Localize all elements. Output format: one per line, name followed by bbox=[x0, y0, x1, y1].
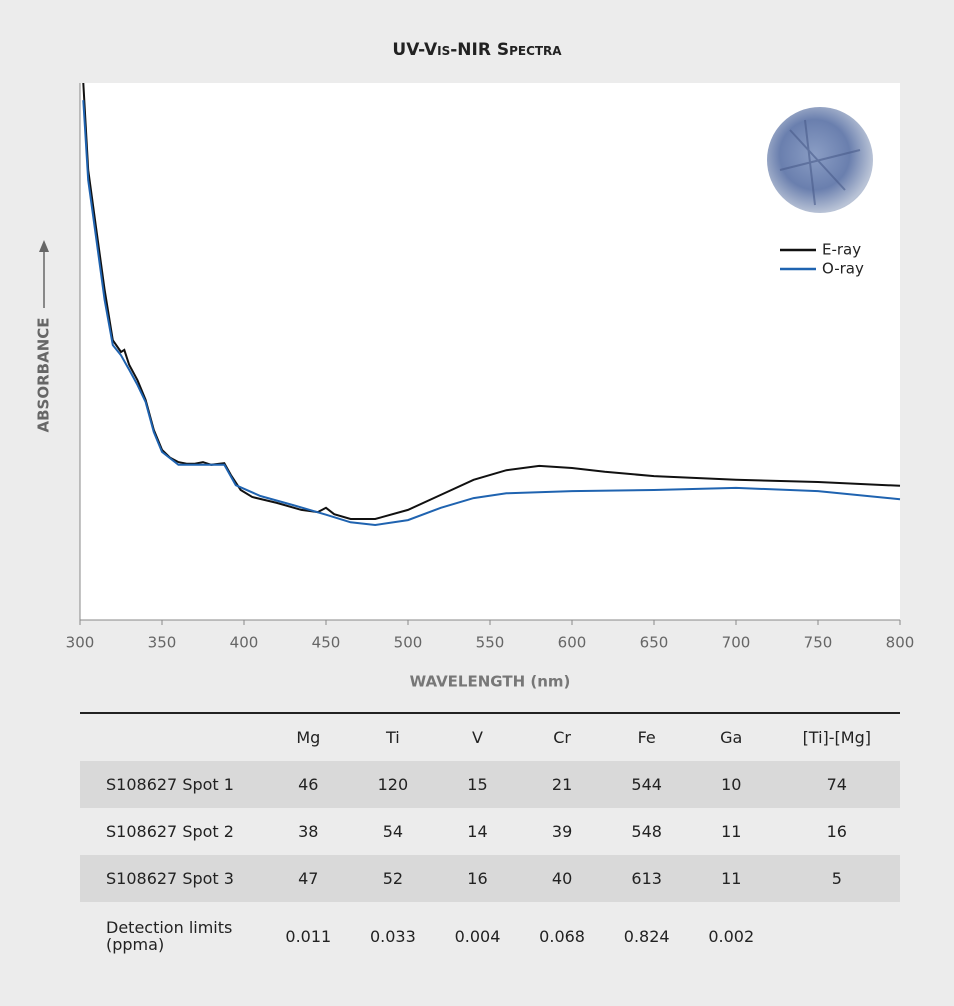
x-tick-label: 500 bbox=[394, 634, 423, 652]
table-cell: 613 bbox=[604, 855, 689, 902]
table-cell: 54 bbox=[382, 822, 404, 841]
y-axis-arrowhead bbox=[39, 240, 49, 252]
table-cell: 16 bbox=[826, 822, 847, 841]
x-tick-label: 350 bbox=[148, 634, 177, 652]
chart: UV-Vis-NIR Spectra ABSORBANCE WAVELENGTH… bbox=[35, 40, 915, 691]
table-row: Detection limits (ppma) 0.011 0.033 0.004 0.… bbox=[80, 902, 900, 970]
row-label: S108627 Spot 2 bbox=[106, 822, 234, 841]
column-header: Mg bbox=[296, 728, 321, 747]
table-row: S108627 Spot 3 47 52 16 40 613 11 5 bbox=[80, 855, 900, 902]
x-tick-label: 550 bbox=[476, 634, 505, 652]
row-label-cell: S108627 Spot 3 bbox=[80, 855, 266, 902]
table-cell: 544 bbox=[604, 761, 689, 808]
x-tick-label: 650 bbox=[640, 634, 669, 652]
table-cell: 14 bbox=[467, 822, 488, 841]
table-cell: 74 bbox=[773, 761, 900, 808]
row-label-cell: S108627 Spot 1 bbox=[80, 761, 266, 808]
header-row: Mg Ti V Cr Fe Ga [Ti]-[Mg] bbox=[80, 713, 900, 761]
table-cell: 0.011 bbox=[285, 926, 332, 946]
x-tick-label: 450 bbox=[312, 634, 341, 652]
table-cell: 5 bbox=[773, 855, 900, 902]
column-header: Ga bbox=[720, 728, 743, 747]
row-label-cell: Detection limits (ppma) bbox=[80, 902, 266, 970]
column-header: V bbox=[472, 728, 483, 747]
table-cell: 0.824 bbox=[623, 926, 670, 946]
legend-label: E-ray bbox=[822, 241, 861, 259]
x-tick-label: 750 bbox=[804, 634, 833, 652]
row-label: S108627 Spot 3 bbox=[106, 869, 234, 888]
column-header: Fe bbox=[637, 728, 656, 747]
column-header: Ti bbox=[386, 728, 400, 747]
table-cell: 21 bbox=[519, 761, 605, 808]
line-series bbox=[82, 100, 901, 527]
data-table: Mg Ti V Cr Fe Ga [Ti]-[Mg] S108627 Spot 1 46 120 1… bbox=[80, 712, 900, 970]
table-cell: 548 bbox=[631, 822, 662, 841]
x-axis-label: WAVELENGTH (nm) bbox=[410, 673, 571, 691]
x-tick-label: 300 bbox=[66, 634, 95, 652]
x-tick-label: 400 bbox=[230, 634, 259, 652]
x-tick-label: 800 bbox=[886, 634, 915, 652]
row-label-cell: S108627 Spot 2 bbox=[80, 808, 266, 855]
chart-title: UV-Vis-NIR Spectra bbox=[392, 40, 562, 60]
x-tick-label: 600 bbox=[558, 634, 587, 652]
column-header: Cr bbox=[553, 728, 571, 747]
table-row: S108627 Spot 1 46 120 15 21 544 10 74 bbox=[80, 761, 900, 808]
table-cell: 38 bbox=[298, 822, 319, 841]
corner-cell bbox=[80, 713, 266, 761]
table-cell: 0.002 bbox=[708, 926, 755, 946]
table-cell: 11 bbox=[721, 822, 742, 841]
x-tick-label: 700 bbox=[722, 634, 751, 652]
table-cell: 10 bbox=[688, 761, 774, 808]
gem-texture bbox=[779, 119, 861, 206]
table-cell: 52 bbox=[350, 855, 436, 902]
table-cell: 15 bbox=[435, 761, 520, 808]
plot-area bbox=[80, 83, 900, 620]
table-cell: 0.033 bbox=[369, 926, 416, 946]
table-cell: 46 bbox=[266, 761, 351, 808]
table-cell: 120 bbox=[350, 761, 436, 808]
table-cell: 47 bbox=[266, 855, 351, 902]
table-cell: 0.068 bbox=[539, 926, 585, 946]
row-label: S108627 Spot 1 bbox=[106, 775, 234, 794]
table-cell: 0.004 bbox=[454, 926, 501, 946]
y-axis-label: ABSORBANCE bbox=[35, 318, 53, 433]
table-cell: 16 bbox=[435, 855, 520, 902]
table-row: S108627 Spot 2 38 54 14 39 548 11 16 bbox=[80, 808, 900, 855]
empty-cell bbox=[774, 902, 900, 970]
column-header: [Ti]-[Mg] bbox=[802, 728, 871, 747]
legend-label: O-ray bbox=[822, 260, 864, 278]
row-label: Detection limits (ppma) bbox=[106, 917, 233, 954]
table-cell: 11 bbox=[688, 855, 774, 902]
table-cell: 39 bbox=[551, 822, 573, 841]
table-cell: 40 bbox=[519, 855, 605, 902]
